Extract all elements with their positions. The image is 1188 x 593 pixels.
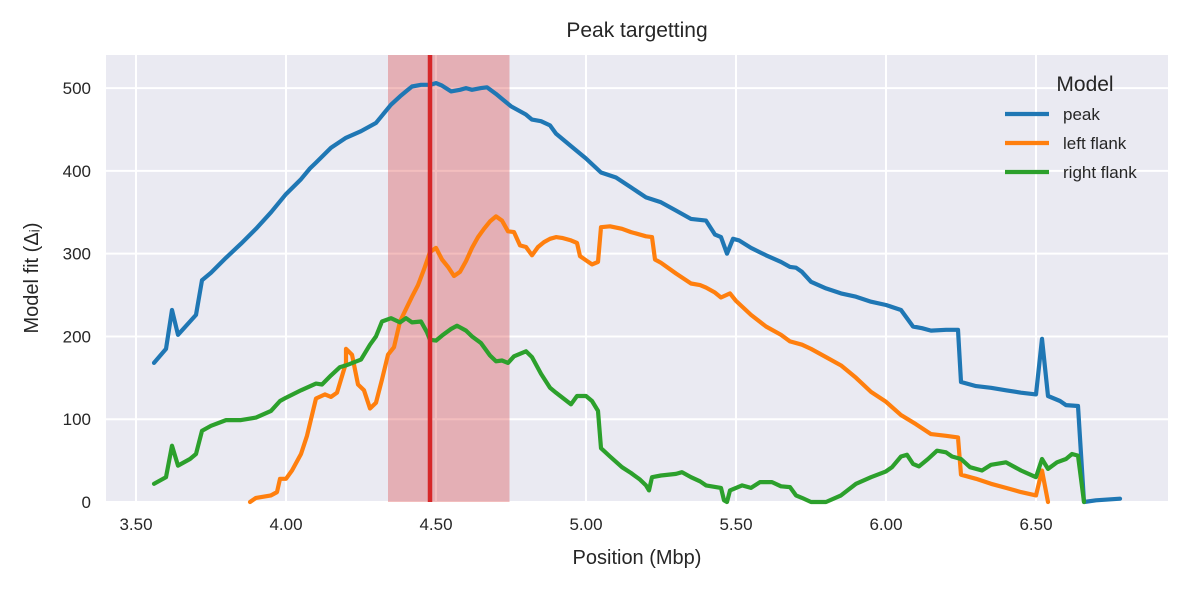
plot-area-background bbox=[106, 55, 1168, 502]
series-line-peak bbox=[151, 81, 1123, 505]
legend-label-left-flank: left flank bbox=[1063, 134, 1127, 153]
x-tick-label: 6.50 bbox=[1019, 515, 1052, 534]
y-tick-label: 100 bbox=[63, 410, 91, 429]
x-tick-label: 3.50 bbox=[119, 515, 152, 534]
legend: Model peak left flank right flank bbox=[1005, 73, 1137, 182]
x-tick-label: 4.00 bbox=[269, 515, 302, 534]
legend-label-peak: peak bbox=[1063, 105, 1100, 124]
x-tick-label: 4.50 bbox=[419, 515, 452, 534]
x-tick-label: 6.00 bbox=[869, 515, 902, 534]
x-tick-label: 5.00 bbox=[569, 515, 602, 534]
series-line-right-flank bbox=[151, 316, 1087, 505]
legend-label-right-flank: right flank bbox=[1063, 163, 1137, 182]
x-axis-label: Position (Mbp) bbox=[573, 547, 702, 569]
y-axis-label: Model fit (Δᵢ) bbox=[21, 223, 43, 334]
y-tick-label: 0 bbox=[82, 493, 91, 512]
y-tick-label: 500 bbox=[63, 79, 91, 98]
highlight-band bbox=[388, 55, 510, 502]
x-axis-ticks: 3.50 4.00 4.50 5.00 5.50 6.00 6.50 bbox=[119, 515, 1052, 534]
y-tick-label: 400 bbox=[63, 162, 91, 181]
y-tick-label: 300 bbox=[63, 245, 91, 264]
grid-lines bbox=[106, 55, 1168, 503]
series-line-left-flank bbox=[247, 214, 1051, 505]
chart-title: Peak targetting bbox=[566, 19, 707, 42]
legend-items: peak left flank right flank bbox=[1005, 105, 1137, 182]
series-lines bbox=[151, 81, 1123, 505]
y-tick-label: 200 bbox=[63, 327, 91, 346]
y-axis-ticks: 0 100 200 300 400 500 bbox=[63, 79, 91, 512]
x-tick-label: 5.50 bbox=[719, 515, 752, 534]
legend-title: Model bbox=[1056, 73, 1113, 96]
